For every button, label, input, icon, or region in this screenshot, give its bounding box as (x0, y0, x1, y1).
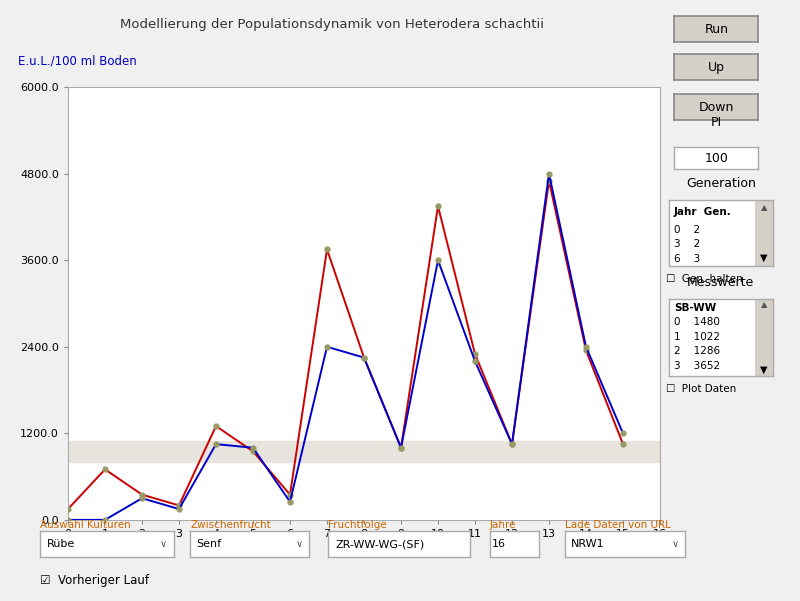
Text: ▼: ▼ (760, 252, 768, 263)
Text: 16: 16 (492, 539, 506, 549)
Text: ☐  Plot Daten: ☐ Plot Daten (666, 385, 737, 394)
Text: 0    1480: 0 1480 (674, 317, 720, 327)
Text: Lade Daten von URL: Lade Daten von URL (565, 520, 670, 530)
Text: Fruchtfolge: Fruchtfolge (328, 520, 386, 530)
Text: ∨: ∨ (672, 539, 678, 549)
Text: 1    1022: 1 1022 (674, 332, 720, 342)
Text: ☑  Vorheriger Lauf: ☑ Vorheriger Lauf (40, 574, 149, 587)
Text: Rübe: Rübe (46, 539, 75, 549)
Text: E.u.L./100 ml Boden: E.u.L./100 ml Boden (18, 55, 137, 68)
Text: Auswahl Kulturen: Auswahl Kulturen (40, 520, 130, 530)
Text: Messwerte: Messwerte (687, 276, 754, 289)
Text: NRW1: NRW1 (570, 539, 605, 549)
Bar (68, 441, 660, 462)
Text: 2    1286: 2 1286 (674, 346, 720, 356)
Text: Jahre: Jahre (490, 520, 516, 530)
Text: 3    3652: 3 3652 (674, 361, 720, 371)
Text: Run: Run (704, 23, 728, 35)
FancyBboxPatch shape (755, 200, 773, 266)
Text: 6    3: 6 3 (674, 254, 700, 264)
Text: Up: Up (708, 61, 725, 73)
Text: PI: PI (711, 115, 722, 129)
Text: ZR-WW-WG-(SF): ZR-WW-WG-(SF) (335, 539, 424, 549)
Text: ∨: ∨ (296, 539, 303, 549)
Text: 3    2: 3 2 (674, 239, 700, 249)
Text: ∨: ∨ (160, 539, 167, 549)
Text: Senf: Senf (196, 539, 222, 549)
Text: Generation: Generation (686, 177, 756, 190)
Text: ▼: ▼ (760, 365, 768, 375)
Text: 0    2: 0 2 (674, 225, 700, 234)
Text: Modellierung der Populationsdynamik von Heterodera schachtii: Modellierung der Populationsdynamik von … (120, 18, 544, 31)
Text: 100: 100 (705, 151, 728, 165)
Text: Jahr  Gen.: Jahr Gen. (674, 207, 732, 218)
Text: ☐  Gen. halten: ☐ Gen. halten (666, 275, 743, 284)
Text: ▲: ▲ (761, 203, 767, 212)
FancyBboxPatch shape (755, 299, 773, 376)
Text: Down: Down (698, 101, 734, 114)
Text: Zwischenfrucht: Zwischenfrucht (190, 520, 271, 530)
Text: ▲: ▲ (761, 299, 767, 308)
Text: SB-WW: SB-WW (674, 302, 716, 313)
